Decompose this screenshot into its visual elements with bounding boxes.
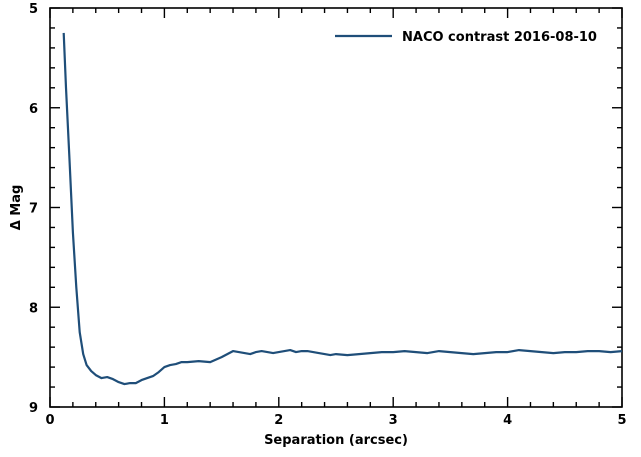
y-tick-label: 6 [29, 102, 38, 117]
y-tick-label: 8 [29, 301, 38, 316]
x-axis-ticks: 0 1 2 3 4 5 [45, 8, 627, 428]
y-axis-label: Δ Mag [9, 185, 24, 231]
x-tick-label: 0 [45, 413, 54, 428]
plot-border [49, 7, 623, 408]
y-tick-label: 7 [29, 202, 38, 217]
plot-frame [49, 7, 623, 408]
x-tick-label: 5 [617, 413, 626, 428]
x-tick-label: 1 [160, 413, 169, 428]
x-tick-label: 2 [274, 413, 283, 428]
x-tick-label: 3 [389, 413, 398, 428]
y-tick-label: 5 [29, 2, 38, 17]
series-layer [62, 32, 623, 386]
legend: NACO contrast 2016-08-10 [335, 30, 597, 45]
legend-label: NACO contrast 2016-08-10 [402, 30, 597, 45]
x-tick-label: 4 [503, 413, 512, 428]
y-tick-label: 9 [29, 401, 38, 416]
series-line-naco-contrast [62, 32, 623, 386]
y-axis-ticks: 5 6 7 8 9 [29, 2, 622, 416]
x-axis-label: Separation (arcsec) [264, 433, 408, 448]
